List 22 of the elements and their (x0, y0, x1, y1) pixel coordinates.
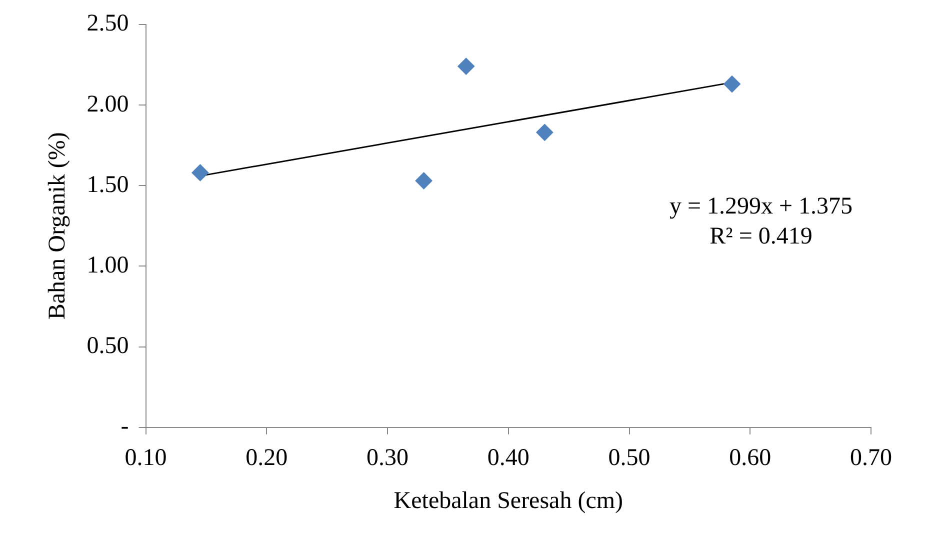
point (458, 58, 475, 75)
x-tick-label: 0.20 (246, 445, 288, 472)
x-tick-label: 0.10 (124, 445, 167, 472)
x-tick-label: 0.30 (366, 445, 409, 472)
y-tick-label: 1.50 (86, 172, 129, 198)
x-tick-label: 0.40 (487, 445, 530, 472)
y-tick-label: 2.00 (86, 91, 129, 118)
x-axis-title: Ketebalan Seresah (cm) (394, 488, 624, 514)
y-axis-title: Bahan Organik (%) (44, 132, 71, 320)
y-tick-label: - (120, 414, 129, 440)
point (415, 172, 432, 190)
point (192, 164, 209, 182)
x-tick-label: 0.50 (608, 445, 650, 472)
annotation: y = 1.299x + 1.375 (669, 194, 853, 220)
x-tick-label: 0.60 (729, 445, 772, 472)
y-tick-label: 2.50 (86, 10, 129, 37)
annotation: R² = 0.419 (710, 224, 812, 250)
y-tick-label: 1.00 (86, 252, 129, 278)
x-tick-label: 0.70 (850, 445, 892, 472)
y-tick-label: 0.50 (86, 333, 129, 360)
point (536, 124, 554, 141)
point (724, 76, 741, 93)
